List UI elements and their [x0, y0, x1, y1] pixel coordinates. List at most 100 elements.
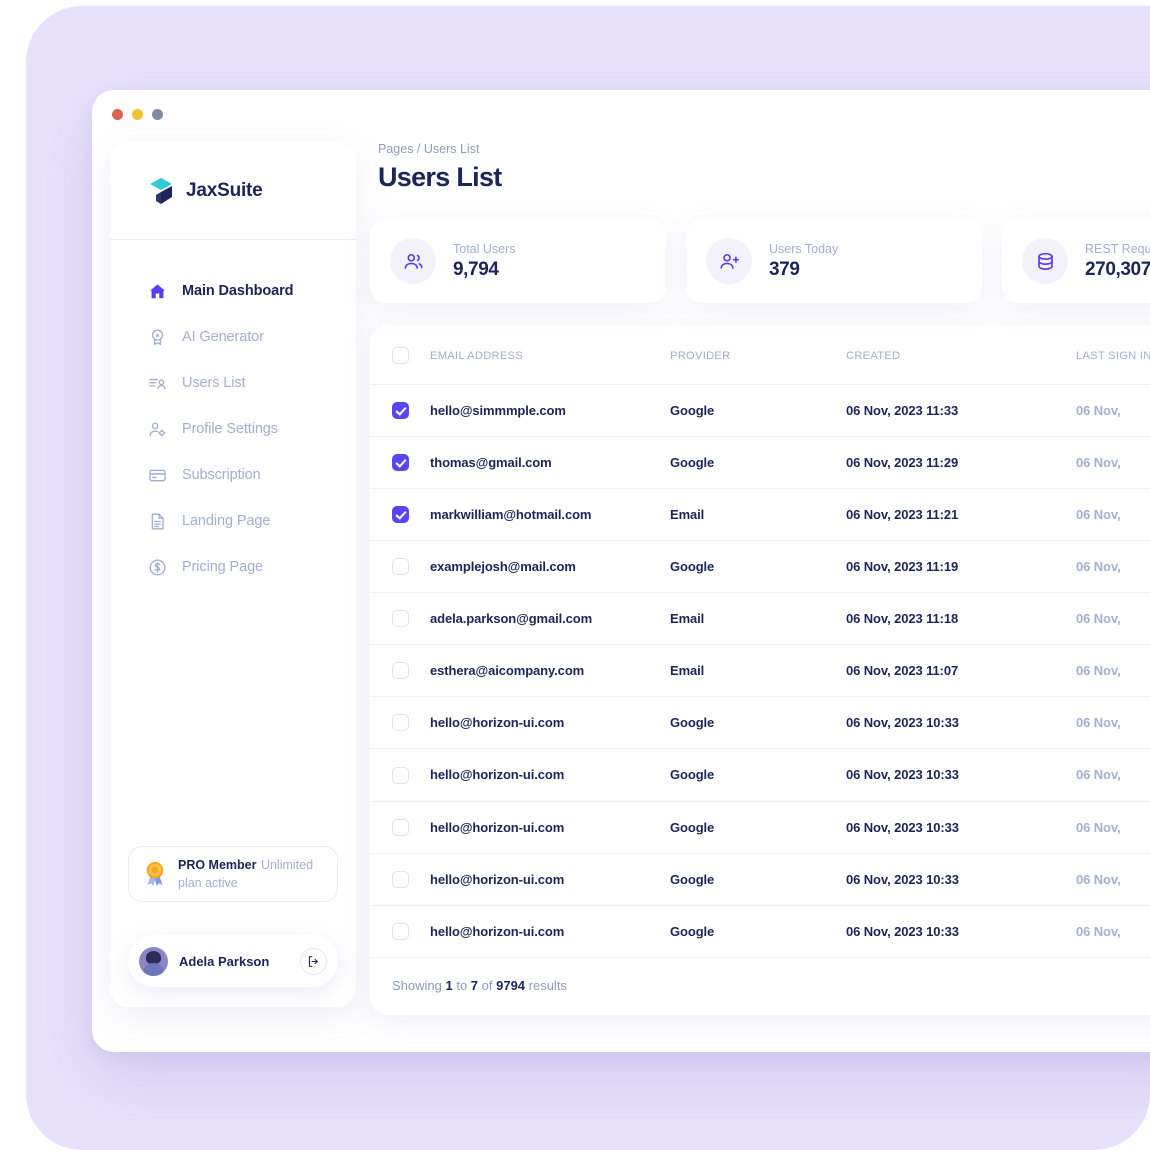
stat-card-total-users: Total Users 9,794 — [370, 219, 666, 303]
cell-last-sign-in: 06 Nov, — [1076, 905, 1150, 958]
cell-email: hello@simmmple.com — [430, 384, 670, 438]
row-select-cell — [370, 748, 430, 802]
user-name: Adela Parkson — [179, 953, 270, 969]
row-select-cell — [370, 436, 430, 490]
sidebar-item-subscription[interactable]: Subscription — [110, 452, 356, 498]
sidebar-item-label: Landing Page — [182, 513, 271, 529]
cell-email: thomas@gmail.com — [430, 436, 670, 490]
row-checkbox[interactable] — [392, 454, 409, 472]
sidebar-item-main-dashboard[interactable]: Main Dashboard — [110, 268, 356, 314]
maximize-button[interactable] — [152, 108, 163, 120]
cell-email: adela.parkson@gmail.com — [430, 592, 670, 646]
cell-last-sign-in: 06 Nov, — [1076, 488, 1150, 542]
footer-mid1: to — [452, 977, 471, 993]
row-checkbox[interactable] — [392, 766, 409, 784]
row-checkbox[interactable] — [392, 402, 409, 420]
sidebar: JaxSuite Main Dashboard — [110, 142, 356, 1007]
stat-label: Users Today — [769, 241, 839, 256]
table-row[interactable]: examplejosh@mail.com Google 06 Nov, 2023 1… — [370, 540, 1150, 594]
cell-last-sign-in: 06 Nov, — [1076, 748, 1150, 802]
table-row[interactable]: esthera@aicompany.com Email 06 Nov, 2023 1… — [370, 644, 1150, 698]
column-header-created[interactable]: CREATED — [846, 325, 1076, 385]
close-button[interactable] — [112, 108, 123, 120]
sidebar-item-profile-settings[interactable]: Profile Settings — [110, 406, 356, 452]
stat-text: Users Today 379 — [769, 240, 838, 283]
brand[interactable]: JaxSuite — [110, 142, 356, 240]
stat-label: Total Users — [453, 241, 516, 256]
dollar-circle-icon — [148, 558, 167, 577]
cell-last-sign-in: 06 Nov, — [1076, 644, 1150, 698]
sidebar-item-label: Main Dashboard — [182, 283, 294, 299]
cell-email: examplejosh@mail.com — [430, 540, 670, 594]
table-row[interactable]: hello@horizon-ui.com Google 06 Nov, 2023 1… — [370, 801, 1150, 854]
sidebar-item-label: Users List — [182, 375, 246, 391]
stat-value: 9,794 — [453, 258, 499, 280]
cell-last-sign-in: 06 Nov, — [1076, 592, 1150, 646]
user-profile-row[interactable]: Adela Parkson — [128, 935, 338, 987]
column-header-email[interactable]: EMAIL ADDRESS — [430, 325, 670, 385]
sidebar-item-landing-page[interactable]: Landing Page — [110, 498, 356, 544]
table-row[interactable]: hello@horizon-ui.com Google 06 Nov, 2023 1… — [370, 905, 1150, 958]
cell-provider: Email — [670, 592, 846, 646]
select-all-checkbox[interactable] — [392, 347, 409, 364]
row-checkbox[interactable] — [392, 558, 409, 576]
table-header-row: EMAIL ADDRESS PROVIDER CREATED LAST SIGN… — [370, 325, 1150, 385]
row-checkbox[interactable] — [392, 610, 409, 628]
row-checkbox[interactable] — [392, 922, 409, 940]
cell-created: 06 Nov, 2023 11:29 — [846, 436, 1076, 490]
column-header-provider[interactable]: PROVIDER — [670, 325, 846, 385]
cell-last-sign-in: 06 Nov, — [1076, 540, 1150, 594]
row-select-cell — [370, 540, 430, 594]
cell-provider: Google — [670, 801, 846, 854]
logout-button[interactable] — [300, 947, 327, 975]
cell-email: hello@horizon-ui.com — [430, 905, 670, 958]
row-select-cell — [370, 905, 430, 958]
cell-last-sign-in: 06 Nov, — [1076, 696, 1150, 750]
cell-provider: Google — [670, 853, 846, 906]
cell-provider: Google — [670, 540, 846, 594]
cell-last-sign-in: 06 Nov, — [1076, 853, 1150, 906]
table-row[interactable]: hello@horizon-ui.com Google 06 Nov, 2023 1… — [370, 748, 1150, 802]
table-row[interactable]: hello@horizon-ui.com Google 06 Nov, 2023 1… — [370, 696, 1150, 750]
stat-text: REST Requests 270,307 — [1085, 240, 1150, 283]
row-select-cell — [370, 696, 430, 750]
row-checkbox[interactable] — [392, 662, 409, 680]
user-gear-icon — [148, 420, 167, 439]
stat-cards: Total Users 9,794 Users Today — [370, 219, 1150, 303]
table-footer: Showing 1 to 7 of 9794 results — [370, 958, 1150, 1015]
cell-provider: Email — [670, 644, 846, 698]
cell-email: hello@horizon-ui.com — [430, 853, 670, 906]
table-row[interactable]: adela.parkson@gmail.com Email 06 Nov, 2023… — [370, 592, 1150, 646]
sidebar-item-label: Pricing Page — [182, 559, 264, 575]
table-row[interactable]: markwilliam@hotmail.com Email 06 Nov, 2023… — [370, 488, 1150, 542]
sidebar-item-users-list[interactable]: Users List — [110, 360, 356, 406]
cell-provider: Google — [670, 905, 846, 958]
sidebar-nav: Main Dashboard AI Generator — [110, 240, 356, 590]
row-select-cell — [370, 592, 430, 646]
sidebar-item-label: AI Generator — [182, 329, 264, 345]
footer-from: 1 — [445, 977, 453, 993]
column-header-last-sign-in[interactable]: LAST SIGN IN — [1076, 325, 1150, 385]
stat-label: REST Requests — [1085, 241, 1150, 256]
minimize-button[interactable] — [132, 108, 143, 120]
cell-created: 06 Nov, 2023 11:18 — [846, 592, 1076, 646]
table-row[interactable]: thomas@gmail.com Google 06 Nov, 2023 11:29… — [370, 436, 1150, 490]
footer-total: 9794 — [496, 977, 526, 993]
users-table: EMAIL ADDRESS PROVIDER CREATED LAST SIGN… — [370, 325, 1150, 958]
table-row[interactable]: hello@simmmple.com Google 06 Nov, 2023 11:… — [370, 384, 1150, 438]
row-checkbox[interactable] — [392, 818, 409, 836]
main-content: Pages / Users List Users List Total User… — [370, 142, 1150, 1052]
row-checkbox[interactable] — [392, 506, 409, 524]
footer-prefix: Showing — [392, 977, 446, 993]
sidebar-item-ai-generator[interactable]: AI Generator — [110, 314, 356, 360]
pro-member-card[interactable]: PRO Member Unlimited plan active — [128, 846, 338, 902]
row-checkbox[interactable] — [392, 714, 409, 732]
row-checkbox[interactable] — [392, 870, 409, 888]
stat-value: 270,307 — [1085, 258, 1150, 280]
table-row[interactable]: hello@horizon-ui.com Google 06 Nov, 2023 1… — [370, 853, 1150, 906]
sidebar-item-pricing-page[interactable]: Pricing Page — [110, 544, 356, 590]
row-select-cell — [370, 384, 430, 438]
row-select-cell — [370, 488, 430, 542]
stat-text: Total Users 9,794 — [453, 240, 516, 283]
breadcrumb: Pages / Users List — [378, 142, 480, 156]
